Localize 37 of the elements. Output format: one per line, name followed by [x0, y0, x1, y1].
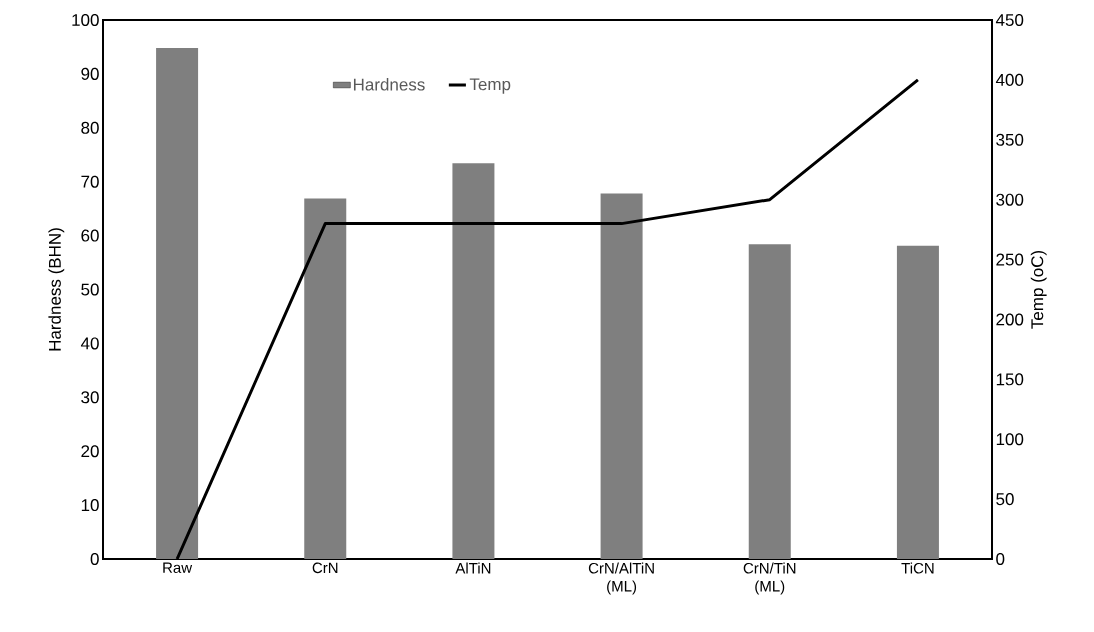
y-tick-label: 70 — [81, 175, 99, 188]
y-tick-label: 80 — [81, 121, 99, 134]
y2-tick-label: 350 — [996, 133, 1024, 146]
y-tick-label: 100 — [72, 13, 99, 27]
x-tick-label: AlTiN — [455, 562, 491, 574]
y-tick-label: 60 — [81, 229, 99, 242]
y2-tick-label: 100 — [996, 433, 1024, 446]
y-tick-label: 30 — [81, 391, 99, 404]
x-tick-label: Raw — [163, 562, 193, 573]
legend-label: Hardness — [353, 78, 425, 91]
y-tick-label: 50 — [81, 283, 99, 296]
bar — [748, 244, 791, 559]
y-tick-label: 0 — [90, 552, 99, 566]
bar — [452, 163, 495, 559]
y-tick-label: 10 — [81, 499, 99, 512]
y2-tick-label: 50 — [996, 493, 1014, 506]
y2-tick-label: 250 — [996, 253, 1024, 266]
y2-tick-label: 150 — [996, 373, 1024, 386]
y2-axis-title: Temp (oC) — [1030, 250, 1047, 329]
bar — [304, 198, 347, 559]
x-tick-label: CrN/TiN (ML) — [743, 562, 796, 595]
y2-tick-label: 450 — [995, 13, 1024, 27]
y2-tick-label: 0 — [996, 552, 1005, 566]
x-tick-label: TiCN — [901, 562, 934, 574]
x-tick-label: CrN/AlTiN (ML) — [588, 562, 654, 595]
y-tick-label: 20 — [81, 445, 99, 458]
bar — [896, 245, 939, 559]
y-axis-title: Hardness (BHN) — [48, 228, 65, 351]
bar — [600, 193, 643, 559]
y2-tick-label: 200 — [996, 313, 1024, 326]
x-tick-label: CrN — [312, 562, 338, 574]
y-tick-label: 40 — [80, 337, 99, 350]
legend-label: Temp — [469, 78, 511, 94]
y2-tick-label: 300 — [996, 193, 1024, 206]
bar — [156, 48, 199, 559]
y2-tick-label: 400 — [995, 73, 1024, 86]
y-tick-label: 90 — [81, 67, 99, 80]
